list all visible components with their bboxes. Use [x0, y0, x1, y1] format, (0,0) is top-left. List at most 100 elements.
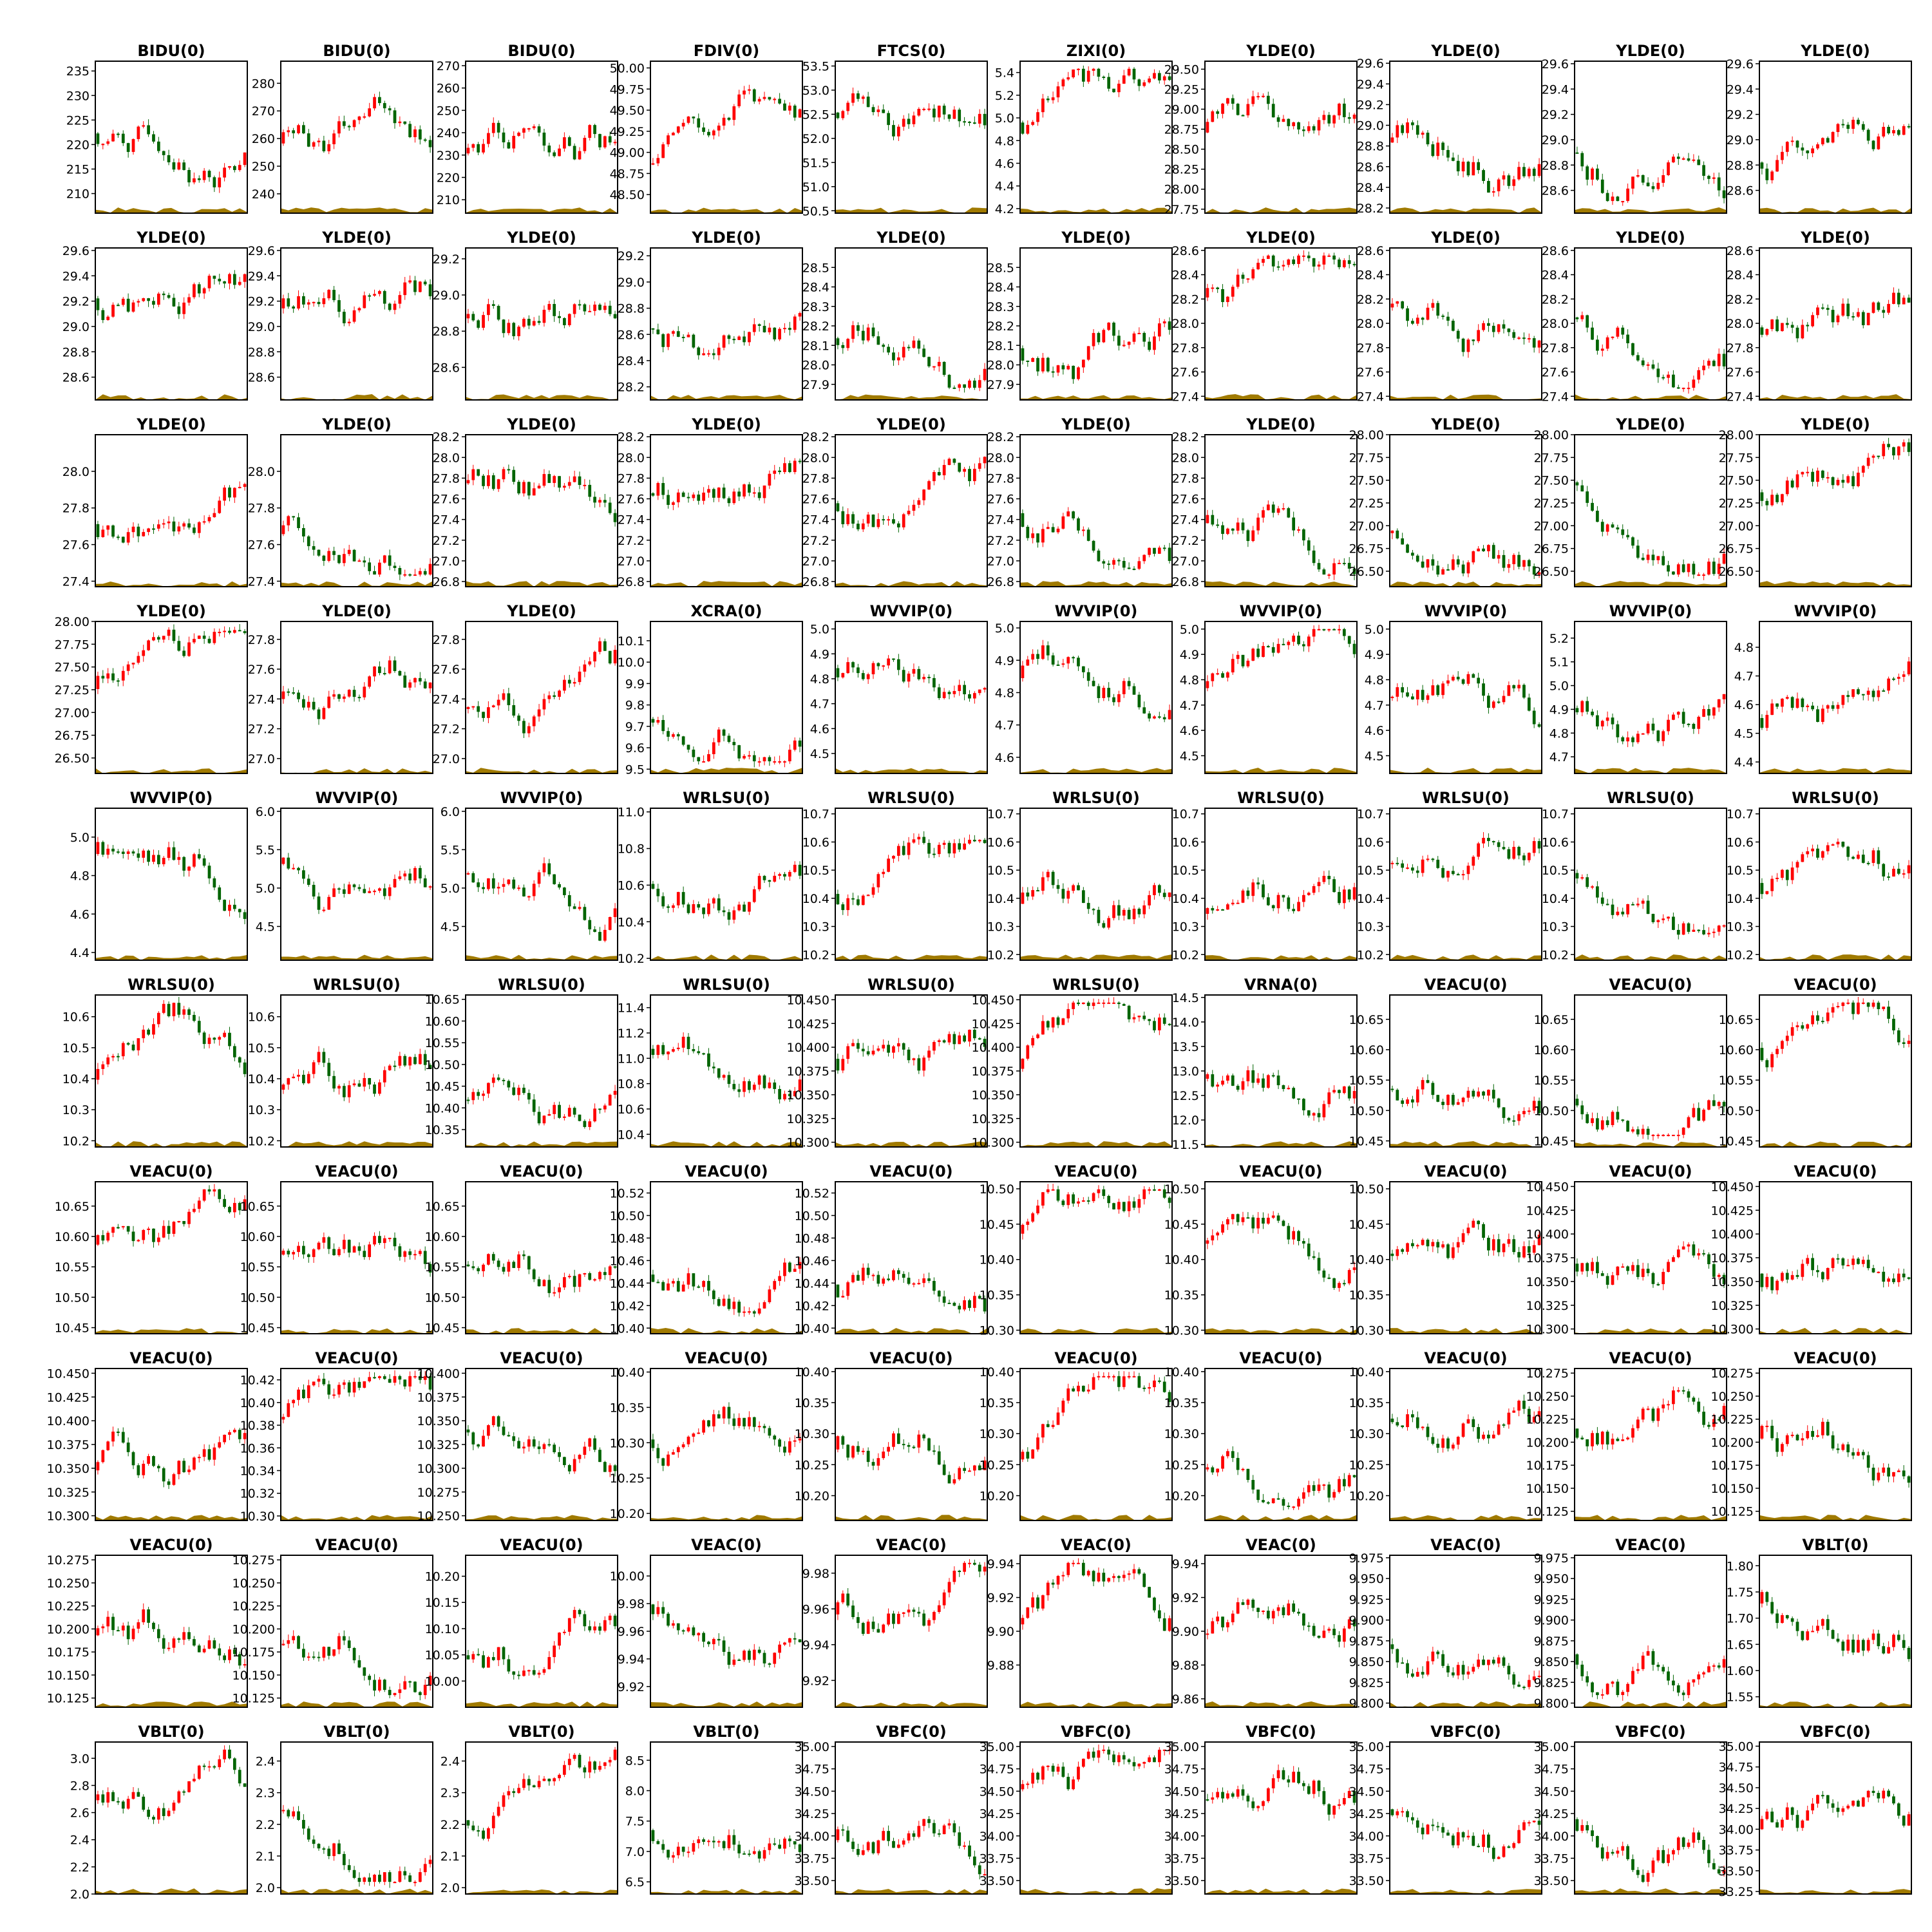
- candle-body: [213, 632, 216, 643]
- candle-body: [768, 880, 772, 882]
- y-tick-label: 10.44: [795, 1276, 829, 1291]
- candle-body: [1241, 522, 1245, 531]
- candle-body: [752, 889, 756, 902]
- candle-body: [907, 842, 911, 855]
- y-tick-label: 10.5: [1727, 864, 1754, 878]
- chart-panel: YLDE(0)28.628.829.029.229.429.6: [62, 229, 248, 401]
- candle-body: [1477, 677, 1481, 684]
- plot-frame: [835, 434, 988, 587]
- volume-area: [281, 1328, 433, 1334]
- candle-body: [667, 731, 670, 737]
- chart-panel: WRLSU(0)10.410.610.811.011.211.4: [618, 976, 803, 1148]
- candle-body: [593, 929, 596, 933]
- candle-body: [1466, 162, 1470, 176]
- candle-body: [588, 484, 592, 497]
- candle-body: [1061, 889, 1065, 899]
- candle-body: [1461, 679, 1465, 684]
- candle-body: [223, 488, 226, 501]
- candle-body: [491, 1254, 495, 1261]
- candle-body: [563, 486, 566, 488]
- y-tick-label: 10.30: [980, 1324, 1014, 1338]
- y-tick-label: 10.55: [425, 1036, 460, 1050]
- y-tick-label: 26.8: [1172, 575, 1199, 589]
- candle-body: [403, 574, 407, 576]
- candle-body: [152, 637, 155, 641]
- candle-body: [942, 361, 946, 375]
- candle-body: [1667, 565, 1670, 572]
- candle-body: [1811, 148, 1814, 153]
- candle-body: [213, 1037, 216, 1040]
- y-tick-label: 10.50: [1349, 1104, 1384, 1118]
- y-tick-label: 28.0: [62, 465, 90, 479]
- candle-body: [608, 136, 612, 143]
- y-tick-label: 10.45: [425, 1080, 460, 1094]
- candle-body: [783, 103, 786, 111]
- candle-body: [322, 140, 326, 151]
- candle-body: [1626, 737, 1629, 742]
- candle-body: [1026, 1045, 1030, 1059]
- candle-body: [342, 1086, 346, 1097]
- candle-body: [322, 298, 326, 305]
- candle-body: [1092, 540, 1095, 551]
- candle-body: [846, 339, 850, 348]
- candle-body: [167, 155, 171, 163]
- candle-body: [393, 1238, 397, 1247]
- candle-body: [1031, 533, 1035, 538]
- candle-body: [1051, 871, 1055, 886]
- candle-body: [676, 1281, 680, 1292]
- candle-body: [542, 699, 546, 710]
- candle-body: [1332, 563, 1336, 575]
- candle-body: [197, 284, 201, 294]
- candle-body: [378, 666, 381, 674]
- candle-body: [1211, 515, 1215, 525]
- candle-body: [1707, 709, 1710, 716]
- plot-frame: [1204, 434, 1358, 587]
- candle-body: [737, 336, 741, 340]
- y-tick-label: 28.6: [1542, 184, 1569, 198]
- candle-body: [846, 898, 850, 911]
- y-tick-label: 4.5: [810, 747, 829, 761]
- candle-body: [978, 380, 981, 388]
- candle-body: [1086, 1002, 1090, 1007]
- candle-body: [1122, 75, 1126, 84]
- candle-body: [1717, 925, 1721, 932]
- y-tick-label: 4.7: [1365, 699, 1384, 713]
- candle-body: [213, 513, 216, 518]
- candle-body: [147, 1029, 150, 1035]
- y-tick-label: 10.7: [802, 808, 829, 822]
- y-tick-label: 4.7: [1549, 750, 1569, 764]
- candle-body: [1426, 559, 1430, 568]
- candle-body: [1821, 851, 1824, 858]
- y-tick-label: 27.4: [1727, 390, 1754, 404]
- chart-title: WVVIP(0): [1055, 602, 1138, 620]
- candle-body: [1801, 147, 1804, 151]
- volume-area: [95, 768, 247, 773]
- candle-body: [193, 284, 196, 298]
- candle-body: [182, 523, 186, 527]
- y-tick-label: 10.50: [240, 1291, 275, 1305]
- candle-body: [768, 97, 772, 100]
- candle-body: [312, 1249, 316, 1257]
- candle-body: [1626, 188, 1629, 202]
- y-tick-label: 27.6: [1542, 366, 1569, 380]
- candle-body: [342, 554, 346, 564]
- candle-body: [1776, 319, 1779, 332]
- y-tick-label: 11.4: [618, 1001, 645, 1016]
- candle-body: [942, 842, 946, 845]
- candle-body: [1687, 1117, 1690, 1128]
- volume-area: [1390, 394, 1542, 400]
- chart-panel: YLDE(0)27.427.627.828.028.228.428.6: [1172, 229, 1358, 404]
- candle-body: [1472, 857, 1475, 866]
- plot-frame: [1389, 808, 1542, 961]
- candle-body: [337, 1249, 341, 1256]
- candle-body: [1616, 724, 1620, 737]
- candle-body: [131, 663, 135, 665]
- candle-body: [1092, 68, 1095, 71]
- candle-body: [1297, 636, 1300, 645]
- candle-body: [687, 497, 690, 498]
- y-tick-label: 10.7: [1172, 808, 1199, 822]
- candle-body: [1765, 168, 1769, 180]
- chart-panel: XCRA(0)9.59.69.79.89.910.010.1: [618, 602, 803, 777]
- candle-body: [983, 688, 987, 690]
- candle-body: [912, 340, 916, 348]
